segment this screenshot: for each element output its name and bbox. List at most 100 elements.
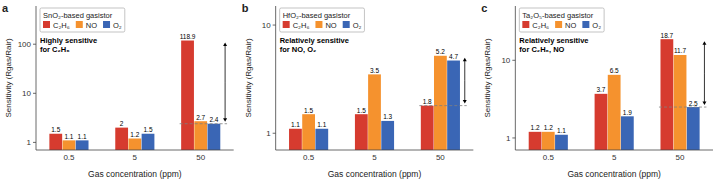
- bar: [674, 55, 687, 150]
- x-axis-line: [515, 150, 713, 151]
- x-tick-label: 50: [436, 153, 445, 162]
- y-tick: [273, 133, 276, 134]
- data-label: 1.1: [557, 127, 566, 134]
- legend-swatch: [582, 21, 589, 28]
- bars: [49, 41, 220, 150]
- bar: [355, 114, 368, 150]
- panel-label: a: [2, 2, 9, 14]
- legend-box: [519, 8, 604, 32]
- data-label: 1.5: [51, 126, 60, 133]
- y-tick-label: 1: [266, 129, 271, 138]
- data-label: 6.5: [610, 67, 619, 74]
- panel: c1100.5550Gas concentration (ppm)Sensiti…: [481, 2, 713, 179]
- bar: [529, 132, 542, 150]
- y-tick-label: 1: [27, 138, 32, 147]
- x-axis-label: Gas concentration (ppm): [88, 169, 182, 179]
- data-label: 1.8: [423, 98, 432, 105]
- legend: SnO₂-based gasistorC₂H₆NOO₂: [40, 8, 125, 32]
- legend-label: C₂H₆: [293, 21, 310, 30]
- x-tick-label: 0.5: [63, 153, 75, 162]
- bar: [315, 129, 328, 150]
- bar: [687, 107, 700, 150]
- bar: [447, 61, 460, 150]
- legend-box: [280, 8, 365, 32]
- data-label: 1.2: [544, 124, 553, 131]
- annotation-background: [39, 36, 98, 55]
- data-label: 1.5: [357, 107, 366, 114]
- y-axis-line: [36, 6, 37, 150]
- y-tick-label: 10: [262, 21, 271, 30]
- bar: [555, 135, 568, 150]
- legend: HfO₂-based gasistorC₂H₆NOO₂: [280, 8, 365, 32]
- bar: [381, 121, 394, 150]
- bar: [115, 128, 128, 150]
- annotation: Relatively sensitivefor NO, O₂: [280, 36, 349, 54]
- annotation-background: [518, 36, 589, 55]
- annotation: Highly sensitivefor C₂H₆: [40, 36, 97, 54]
- y-axis-label: Sensitivity (Rgas/Rair): [244, 38, 253, 117]
- legend-swatch: [522, 21, 529, 28]
- y-tick: [273, 25, 276, 26]
- legend-title: SnO₂-based gasistor: [43, 11, 113, 20]
- data-label: 2.7: [196, 114, 205, 121]
- y-tick-label: 100: [18, 40, 32, 49]
- bar: [142, 134, 155, 150]
- data-label: 1.9: [623, 109, 632, 116]
- arrow-head: [702, 41, 706, 45]
- y-tick: [33, 44, 36, 45]
- data-label: 18.7: [661, 32, 674, 39]
- annotation-group: Relatively sensitivefor C₂H₆, NO: [518, 36, 589, 55]
- legend-swatch: [283, 21, 290, 28]
- x-axis-label: Gas concentration (ppm): [567, 169, 661, 179]
- data-label: 1.2: [130, 131, 139, 138]
- y-tick: [33, 93, 36, 94]
- arrow-shaft: [704, 44, 705, 73]
- legend-label: C₂H₆: [532, 21, 549, 30]
- reference: [419, 58, 466, 106]
- y-axis-line: [275, 6, 276, 150]
- legend-swatch: [43, 21, 50, 28]
- bar: [595, 94, 608, 150]
- x-tick-label: 50: [196, 153, 205, 162]
- legend-label: NO: [565, 21, 576, 30]
- x-tick-label: 5: [133, 153, 138, 162]
- bar: [368, 74, 381, 150]
- data-label: 1.1: [78, 133, 87, 140]
- panel: a1101000.5550Gas concentration (ppm)Sens…: [2, 2, 234, 179]
- legend-label: O₂: [113, 21, 122, 30]
- annotation-line: Relatively sensitive: [519, 36, 588, 45]
- reference-line: [180, 123, 227, 124]
- bar: [302, 114, 315, 150]
- y-tick-label: 10: [22, 89, 31, 98]
- reference-line: [419, 105, 466, 106]
- data-label: 1.1: [317, 121, 326, 128]
- bar: [208, 124, 221, 150]
- data-label: 3.5: [370, 67, 379, 74]
- chart: a 1 10 100 0.5 5 50 Gas concentration (ppm) Sens…: [0, 0, 719, 182]
- y-axis-label: Sensitivity (Rgas/Rair): [483, 38, 492, 117]
- data-label: 2: [120, 120, 124, 127]
- reference-line: [659, 107, 706, 108]
- arrow-shaft: [225, 82, 226, 119]
- legend-box: [40, 8, 125, 32]
- data-label: 2.4: [209, 116, 218, 123]
- data-label: 1.1: [64, 133, 73, 140]
- bar: [128, 139, 141, 150]
- x-tick-label: 0.5: [543, 153, 555, 162]
- data-label: 1.3: [383, 113, 392, 120]
- annotation-line: for C₂H₆, NO: [519, 45, 564, 54]
- annotation-group: Highly sensitivefor C₂H₆: [39, 36, 98, 55]
- legend-label: O₂: [353, 21, 362, 30]
- bar: [63, 140, 76, 150]
- legend: Ta₂O₅-based gasistorC₂H₆NOO₂: [519, 8, 604, 32]
- data-label: 5.2: [436, 48, 445, 55]
- arrow-shaft: [225, 46, 226, 83]
- annotation-line: Highly sensitive: [40, 36, 97, 45]
- bars: [529, 39, 700, 150]
- data-label: 4.7: [449, 53, 458, 60]
- legend-swatch: [315, 21, 322, 28]
- reference: [659, 41, 706, 107]
- annotation-group: Relatively sensitivefor NO, O₂: [279, 36, 350, 55]
- y-tick-label: 10: [501, 56, 510, 65]
- x-tick-label: 5: [372, 153, 377, 162]
